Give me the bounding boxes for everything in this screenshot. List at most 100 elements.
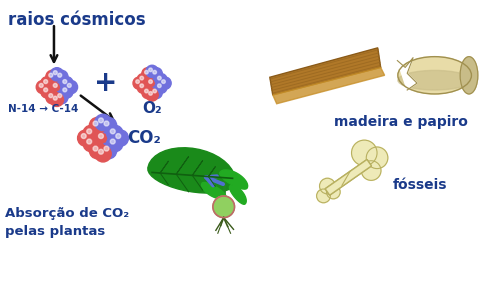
Circle shape [90, 117, 106, 134]
Circle shape [82, 134, 86, 138]
Circle shape [39, 84, 43, 88]
Circle shape [100, 117, 116, 134]
Polygon shape [270, 48, 380, 95]
Text: raios cósmicos: raios cósmicos [8, 11, 145, 29]
Ellipse shape [460, 57, 478, 94]
Circle shape [150, 67, 162, 80]
Circle shape [60, 77, 73, 90]
Circle shape [326, 185, 340, 199]
Circle shape [83, 136, 100, 152]
Circle shape [155, 74, 167, 86]
Circle shape [98, 134, 103, 138]
Circle shape [116, 134, 120, 138]
Text: N-14 → C-14: N-14 → C-14 [8, 104, 78, 114]
Polygon shape [220, 170, 248, 189]
Circle shape [362, 161, 381, 180]
Polygon shape [398, 58, 417, 90]
Circle shape [54, 96, 57, 100]
Circle shape [142, 67, 154, 80]
Circle shape [44, 88, 48, 92]
Circle shape [36, 80, 50, 94]
Text: Absorção de CO₂
pelas plantas: Absorção de CO₂ pelas plantas [5, 207, 129, 238]
Text: madeira e papiro: madeira e papiro [334, 115, 468, 128]
Circle shape [58, 73, 62, 77]
Circle shape [98, 118, 103, 123]
Circle shape [40, 77, 54, 90]
Circle shape [54, 71, 57, 75]
Circle shape [78, 130, 94, 146]
Circle shape [144, 89, 148, 93]
Text: CO₂: CO₂ [128, 129, 162, 147]
Text: O₂: O₂ [142, 101, 162, 116]
Circle shape [54, 70, 68, 84]
Circle shape [133, 77, 145, 89]
Circle shape [46, 70, 59, 84]
Circle shape [64, 80, 78, 94]
Circle shape [60, 85, 73, 98]
Circle shape [158, 84, 161, 88]
Circle shape [68, 84, 71, 88]
Circle shape [140, 84, 143, 88]
Circle shape [50, 93, 64, 106]
Circle shape [146, 77, 158, 89]
Circle shape [83, 125, 100, 142]
Circle shape [104, 146, 109, 151]
Circle shape [46, 91, 59, 104]
Circle shape [162, 80, 166, 84]
Circle shape [146, 65, 158, 78]
Circle shape [54, 91, 68, 104]
Circle shape [110, 139, 115, 144]
Circle shape [148, 92, 152, 95]
Polygon shape [148, 148, 235, 193]
Polygon shape [230, 185, 246, 204]
Circle shape [148, 80, 152, 84]
Circle shape [137, 74, 149, 86]
Circle shape [158, 76, 161, 80]
Circle shape [87, 139, 92, 144]
Polygon shape [325, 160, 372, 195]
Circle shape [49, 94, 53, 98]
Ellipse shape [398, 57, 471, 94]
Circle shape [153, 89, 156, 93]
Circle shape [140, 76, 143, 80]
Circle shape [316, 189, 330, 203]
Circle shape [50, 80, 64, 94]
Circle shape [144, 70, 148, 74]
Circle shape [106, 125, 123, 142]
Circle shape [63, 80, 67, 84]
Circle shape [95, 130, 111, 146]
Circle shape [106, 136, 123, 152]
Circle shape [366, 147, 388, 168]
Circle shape [112, 130, 128, 146]
Circle shape [49, 73, 53, 77]
Circle shape [40, 85, 54, 98]
Circle shape [155, 81, 167, 94]
Text: +: + [94, 69, 118, 97]
Circle shape [104, 121, 109, 126]
Circle shape [95, 114, 111, 131]
Circle shape [153, 70, 156, 74]
Circle shape [93, 121, 98, 126]
Circle shape [44, 80, 48, 84]
Circle shape [50, 68, 64, 81]
Ellipse shape [398, 70, 471, 90]
Circle shape [146, 89, 158, 101]
Circle shape [95, 146, 111, 162]
Circle shape [100, 142, 116, 159]
Circle shape [213, 196, 234, 218]
Circle shape [320, 178, 336, 194]
Circle shape [142, 86, 154, 99]
Circle shape [58, 94, 62, 98]
Circle shape [87, 129, 92, 134]
Circle shape [352, 140, 377, 166]
Polygon shape [202, 182, 226, 199]
Circle shape [54, 84, 57, 88]
Circle shape [159, 77, 171, 89]
Polygon shape [273, 67, 384, 104]
Circle shape [98, 149, 103, 154]
Circle shape [110, 129, 115, 134]
Circle shape [63, 88, 67, 92]
Circle shape [137, 81, 149, 94]
Circle shape [148, 68, 152, 72]
Circle shape [90, 142, 106, 159]
